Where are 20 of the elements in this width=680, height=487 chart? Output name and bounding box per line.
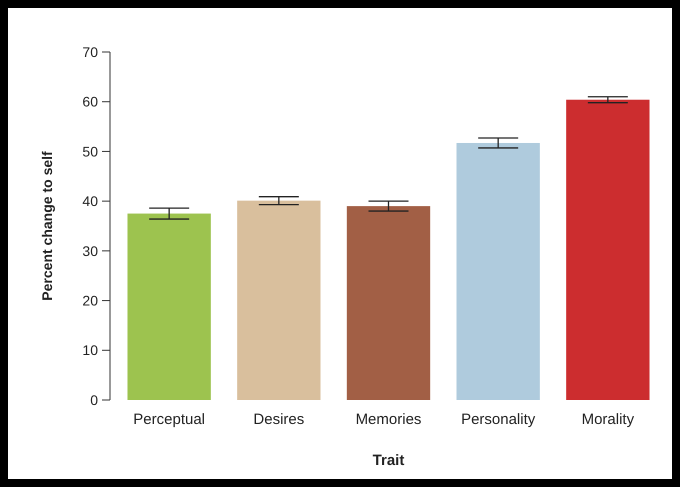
bar [237, 200, 321, 400]
x-tick-label: Desires [253, 411, 304, 428]
y-tick-label: 60 [82, 94, 98, 110]
bar [566, 100, 650, 400]
x-tick-label: Morality [582, 411, 635, 428]
x-axis-title: Trait [372, 452, 404, 469]
y-tick-label: 10 [82, 342, 98, 358]
y-tick-label: 0 [90, 392, 98, 408]
y-tick-label: 50 [82, 143, 98, 160]
x-tick-label: Personality [461, 411, 536, 428]
bar [456, 142, 540, 400]
x-tick-label: Memories [356, 411, 422, 428]
bar [346, 206, 430, 400]
y-tick-label: 30 [82, 242, 98, 259]
y-tick-label: 40 [82, 193, 98, 210]
bar [127, 214, 211, 400]
y-tick-label: 20 [82, 292, 98, 308]
x-tick-label: Perceptual [133, 411, 206, 428]
y-tick-label: 70 [82, 44, 98, 60]
y-axis-title: Percent change to self [39, 150, 55, 301]
